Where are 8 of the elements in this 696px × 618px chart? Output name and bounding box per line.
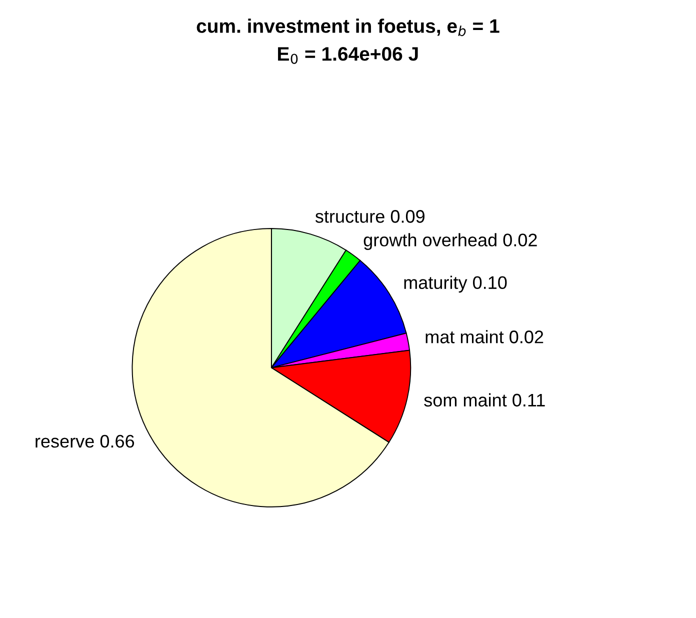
slice-label: mat maint 0.02 (426, 330, 544, 344)
slice-label: growth overhead 0.02 (364, 233, 537, 250)
chart-subtitle: E$_{0}$ = 1.64e+06 J (278, 47, 418, 64)
chart-title: cum. investment in foetus, e$_{b}$ = 1 (196, 18, 500, 36)
slice-label: maturity 0.10 (404, 276, 507, 293)
slice-label: structure 0.09 (315, 210, 424, 223)
slice-label: som maint 0.11 (424, 393, 545, 407)
slice-label: reserve 0.66 (36, 434, 134, 448)
